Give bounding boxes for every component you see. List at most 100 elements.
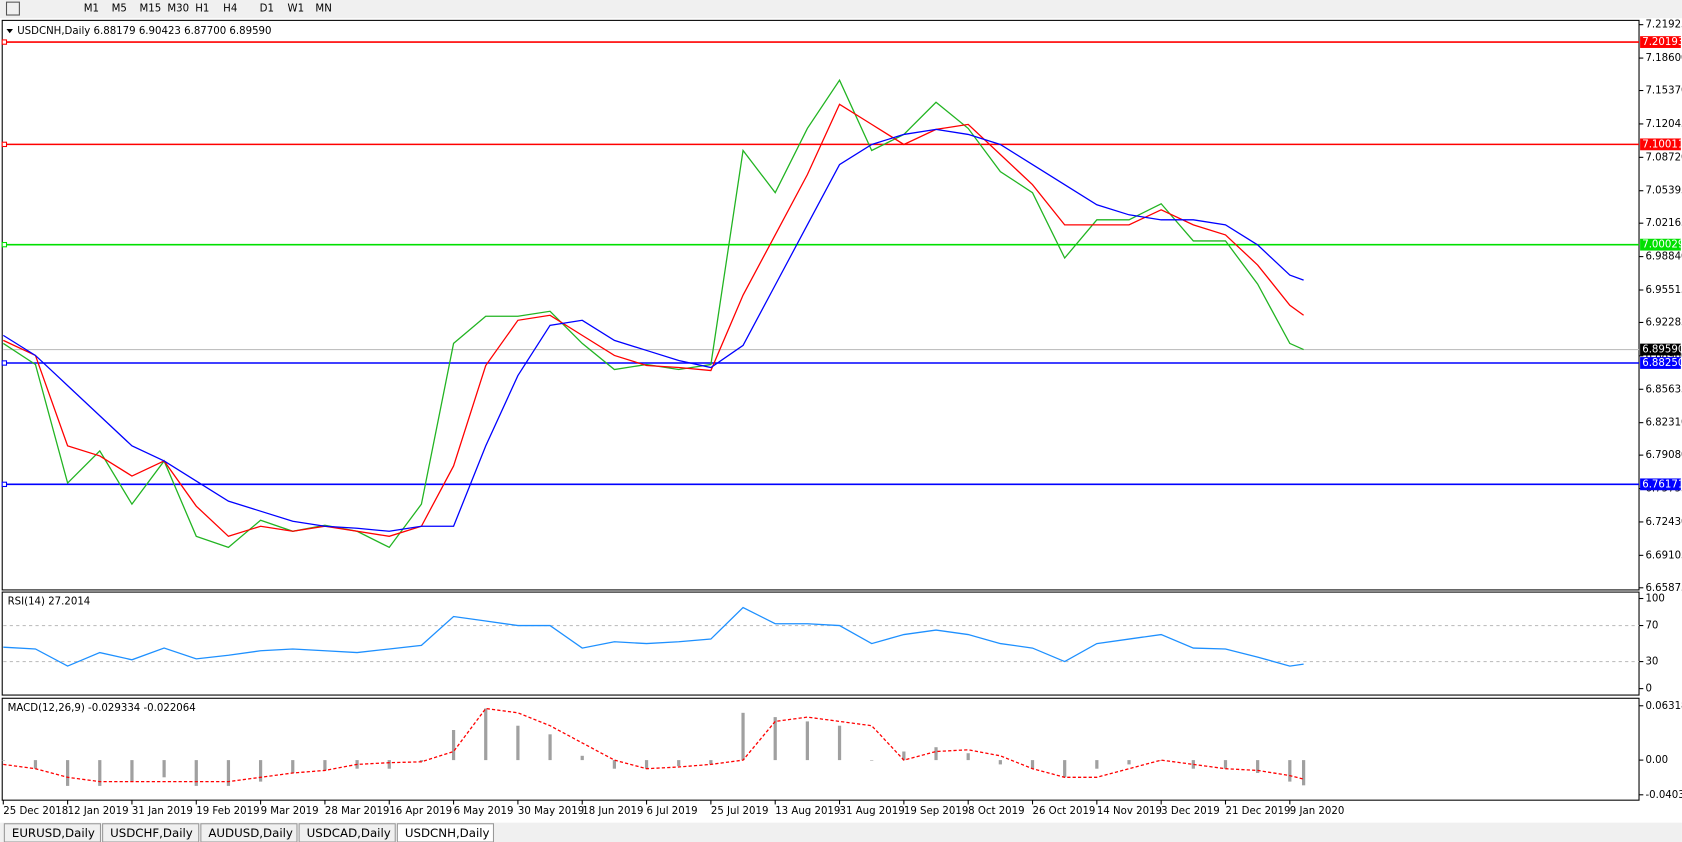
- timeframe-button[interactable]: M1: [84, 4, 99, 15]
- timeframe-button[interactable]: M5: [112, 4, 127, 15]
- timeframe-button[interactable]: W1: [288, 4, 305, 15]
- header-arrow: [6, 28, 13, 34]
- tab-label[interactable]: USDCNH,Daily: [405, 826, 490, 840]
- histogram-bar: [837, 725, 842, 761]
- histogram-bar: [805, 721, 809, 761]
- x-tick-label: 31 Jan 2019: [132, 806, 193, 817]
- histogram-bar: [484, 708, 488, 761]
- current-price-box: [1640, 343, 1681, 356]
- histogram-bar: [419, 760, 424, 762]
- histogram-bar: [258, 760, 263, 782]
- histogram-bar: [677, 760, 681, 767]
- level-label-box: [1640, 357, 1681, 369]
- level-label: 7.10011: [1642, 139, 1682, 150]
- histogram-bar: [870, 760, 874, 761]
- timeframe-button[interactable]: D1: [260, 4, 274, 15]
- level-label-box: [1640, 478, 1681, 491]
- y-tick-label: 7.12045: [1645, 119, 1682, 130]
- level-handle: [1, 360, 8, 366]
- x-tick-label: 30 May 2019: [518, 806, 584, 817]
- y-tick-label: 70: [1645, 621, 1658, 632]
- histogram-bar: [98, 760, 102, 786]
- tab-label[interactable]: EURUSD,Daily: [12, 826, 95, 840]
- level-label-box: [1640, 238, 1681, 251]
- y-tick-label: 6.98840: [1645, 252, 1682, 263]
- level-handle: [1, 39, 8, 45]
- x-tick-label: 25 Jul 2019: [711, 806, 769, 817]
- y-tick-label: 7.18600: [1645, 53, 1682, 64]
- histogram-bar: [516, 725, 520, 761]
- x-tick-label: 19 Feb 2019: [196, 806, 259, 817]
- level-label-box: [1640, 138, 1681, 151]
- histogram-bar: [741, 712, 745, 761]
- histogram-bar: [1191, 760, 1195, 769]
- level-label: 6.76171: [1642, 479, 1682, 490]
- tab[interactable]: [200, 823, 298, 842]
- rsi-title: RSI(14) 27.2014: [8, 597, 91, 608]
- y-tick-label: 7.21925: [1645, 20, 1682, 31]
- y-tick-label: 7.08720: [1645, 152, 1682, 163]
- y-tick-label: 6.82310: [1645, 418, 1682, 429]
- y-tick-label: 6.85635: [1645, 384, 1682, 395]
- x-tick-label: 31 Aug 2019: [840, 806, 905, 817]
- histogram-bar: [1127, 760, 1131, 765]
- tab[interactable]: [3, 823, 102, 842]
- y-tick-label: 6.69105: [1645, 550, 1682, 561]
- tab-label[interactable]: AUDUSD,Daily: [208, 826, 293, 840]
- level-label: 7.00029: [1642, 240, 1682, 251]
- histogram-bar: [1223, 760, 1228, 769]
- chart-header: USDCNH,Daily 6.88179 6.90423 6.87700 6.8…: [17, 26, 271, 37]
- y-tick-label: 7.02165: [1645, 218, 1682, 229]
- x-tick-label: 3 Dec 2019: [1161, 806, 1220, 817]
- timeframe-button[interactable]: H1: [195, 4, 209, 15]
- histogram-bar: [644, 760, 649, 769]
- toolbar: [0, 0, 1682, 19]
- histogram-bar: [226, 760, 231, 786]
- x-tick-label: 26 Oct 2019: [1033, 806, 1096, 817]
- y-tick-label: 6.72430: [1645, 517, 1682, 528]
- level-label-box: [1640, 36, 1681, 48]
- level-handle: [1, 241, 8, 248]
- x-tick-label: 19 Sep 2019: [904, 806, 968, 817]
- x-tick-label: 9 Jan 2020: [1290, 806, 1345, 817]
- y-tick-label: 7.05395: [1645, 186, 1682, 197]
- tab[interactable]: [396, 823, 495, 842]
- histogram-bar: [773, 717, 777, 761]
- histogram-bar: [387, 760, 391, 769]
- text-tool[interactable]: [5, 1, 20, 16]
- timeframe-button[interactable]: M30: [167, 4, 189, 15]
- x-tick-label: 14 Nov 2019: [1097, 806, 1162, 817]
- level-handle: [1, 481, 8, 488]
- macd-panel: [1, 697, 1640, 801]
- histogram-bar: [162, 760, 166, 778]
- y-tick-label: 6.95515: [1645, 285, 1682, 296]
- current-price-label: 6.89590: [1642, 345, 1682, 356]
- histogram-bar: [130, 760, 134, 782]
- histogram-bar: [1159, 760, 1163, 761]
- histogram-bar: [1256, 760, 1260, 774]
- histogram-bar: [934, 747, 938, 761]
- y-tick-label: 0: [1645, 684, 1651, 695]
- y-tick-label: 0.063184: [1645, 701, 1682, 712]
- x-tick-label: 25 Dec 2018: [3, 806, 68, 817]
- timeframe-button[interactable]: H4: [223, 4, 237, 15]
- x-tick-label: 13 Aug 2019: [775, 806, 840, 817]
- histogram-bar: [33, 760, 38, 769]
- timeframe-button[interactable]: MN: [315, 4, 331, 15]
- tab-label[interactable]: USDCAD,Daily: [307, 826, 391, 840]
- moving-average: [2, 128, 1304, 532]
- histogram-bar: [1301, 760, 1306, 786]
- tab[interactable]: [298, 823, 396, 842]
- tab-label[interactable]: USDCHF,Daily: [110, 826, 193, 840]
- x-tick-label: 6 Jul 2019: [647, 806, 698, 817]
- timeframe-button[interactable]: M15: [140, 4, 162, 15]
- main-panel: [1, 19, 1640, 591]
- signal-line: [3, 707, 1304, 783]
- histogram-bar: [323, 760, 327, 771]
- histogram-bar: [966, 753, 970, 761]
- price-line: [3, 606, 1304, 667]
- tab[interactable]: [102, 823, 200, 842]
- level-label: 7.20193: [1642, 37, 1682, 48]
